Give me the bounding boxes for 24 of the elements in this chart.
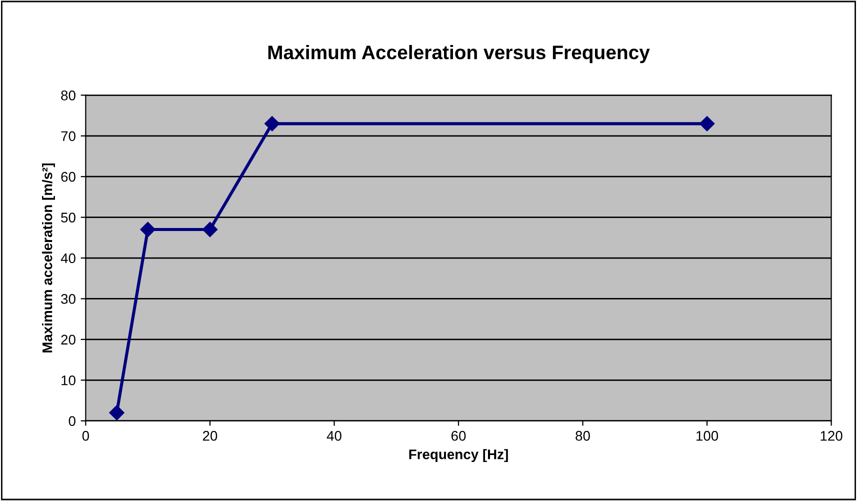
x-tick-label: 80 [576, 430, 590, 441]
chart-title: Maximum Acceleration versus Frequency [268, 44, 650, 64]
x-tick-label: 120 [820, 430, 842, 441]
x-tick-label: 100 [696, 430, 718, 441]
x-tick-label: 40 [326, 430, 342, 441]
y-tick-label: 0 [68, 416, 76, 426]
point [264, 116, 280, 132]
point [699, 116, 715, 132]
y-tick-label: 40 [60, 253, 76, 264]
x-axis-title: Frequency [Hz] [409, 449, 508, 462]
y-tick-label: 20 [61, 334, 76, 345]
y-tick-label: 60 [61, 172, 76, 182]
y-tick-label: 70 [61, 131, 76, 142]
point [140, 222, 156, 238]
y-tick-label: 10 [62, 375, 76, 386]
y-tick-label: 80 [61, 90, 76, 100]
y-axis-title: Maximum acceleration [m/s²] [42, 163, 55, 352]
y-tick-label: 30 [61, 294, 76, 304]
point [202, 222, 218, 238]
x-tick-label: 20 [202, 430, 218, 441]
y-tick-label: 50 [61, 212, 76, 222]
point [109, 405, 124, 420]
x-tick-label: 60 [451, 430, 466, 441]
x-tick-label: 0 [82, 430, 90, 441]
